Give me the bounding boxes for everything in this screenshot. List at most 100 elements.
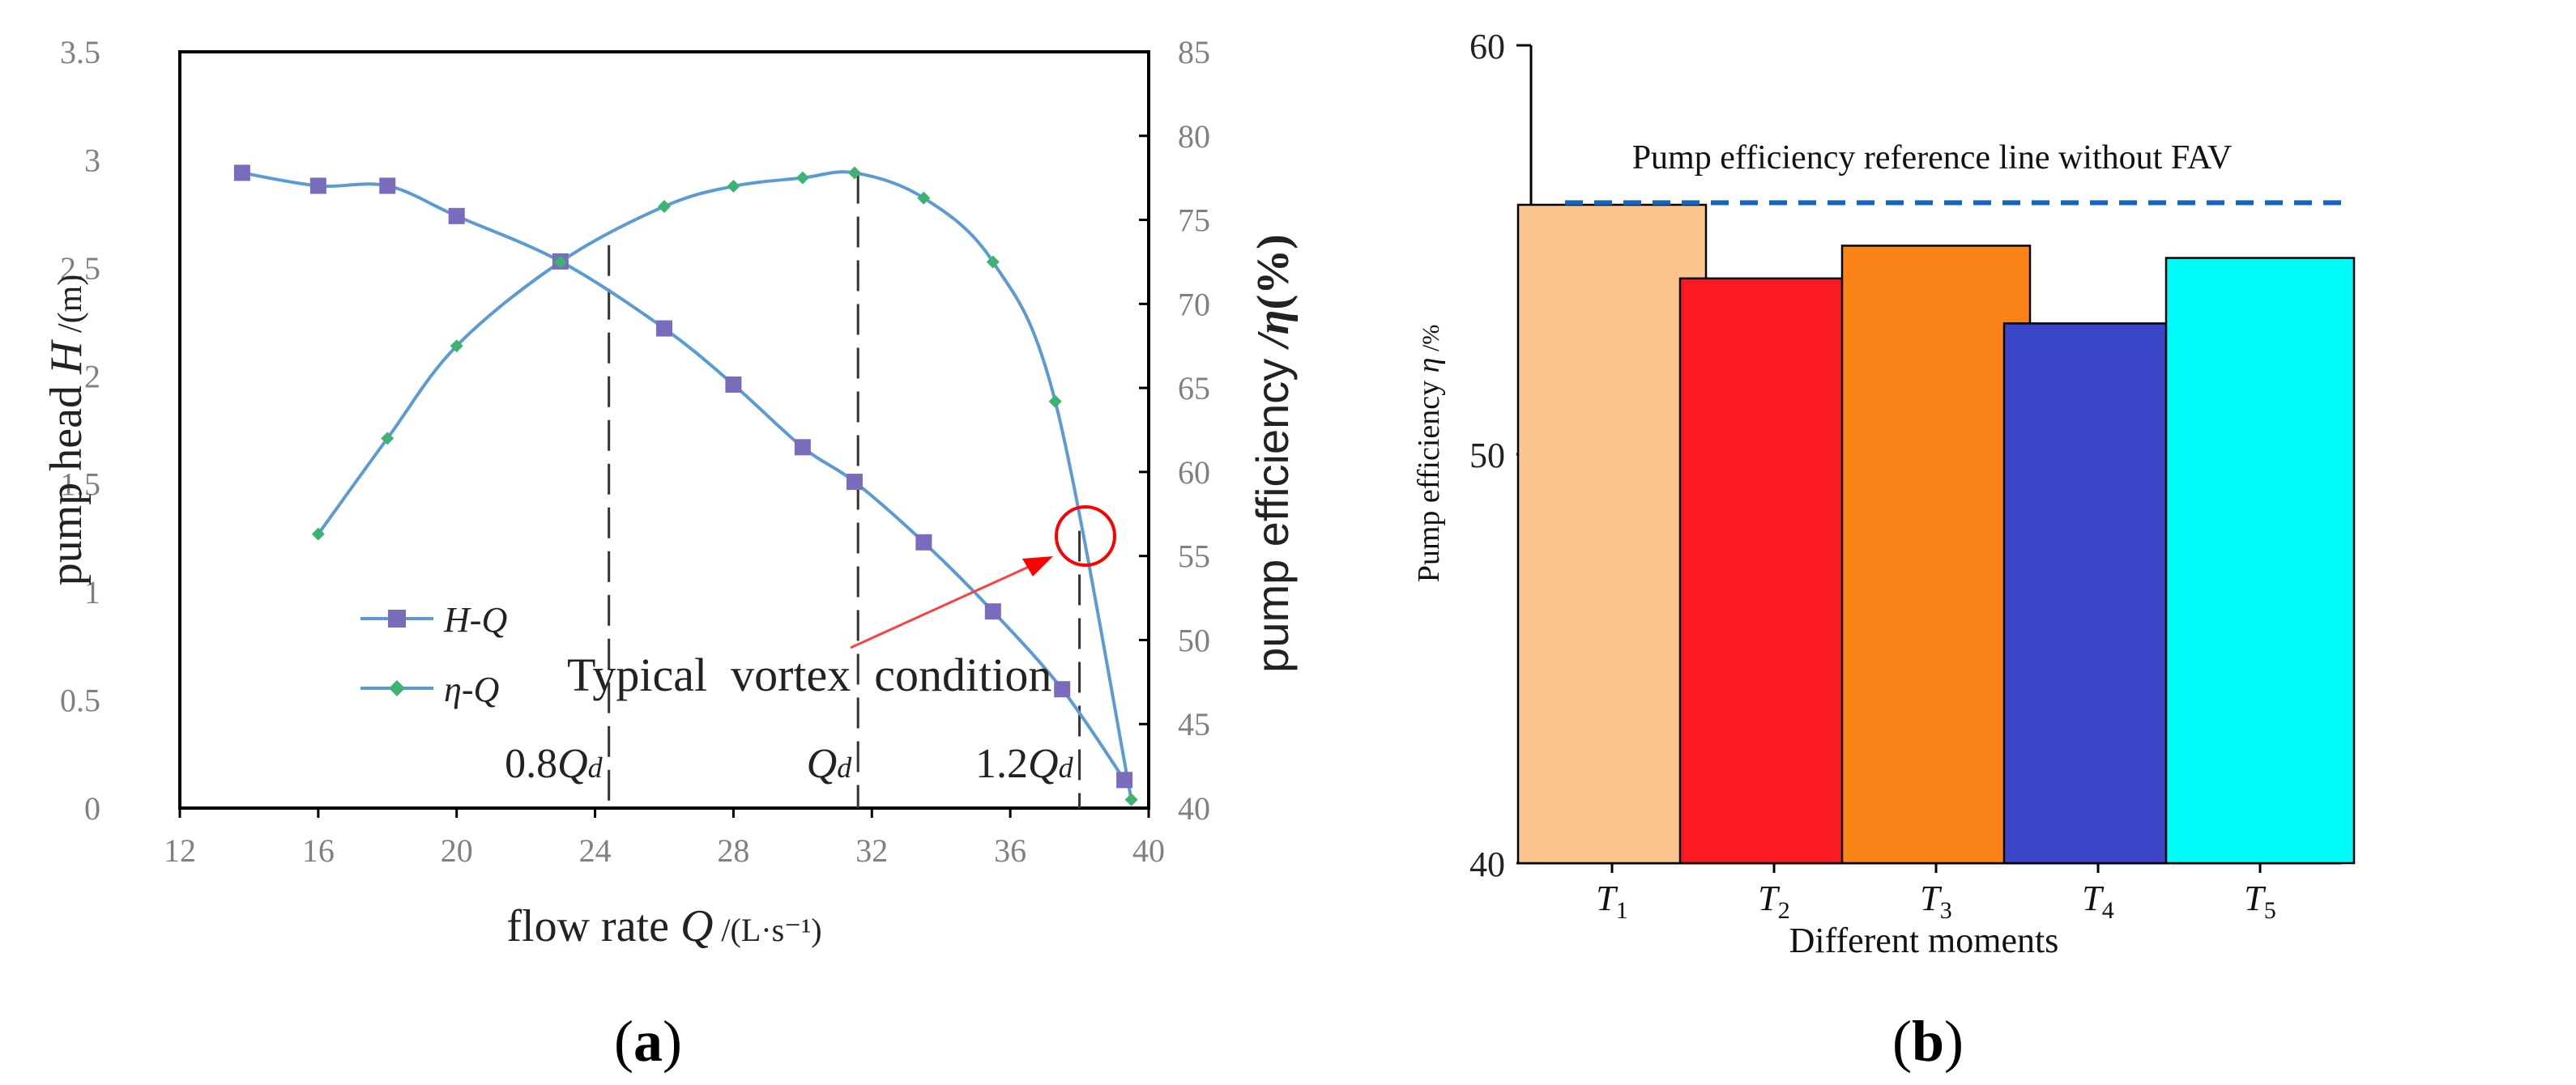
a-y-left-tick-label: 1.5 (60, 466, 100, 503)
annotation-arrow-shaft (850, 565, 1030, 649)
hq-data-point (1054, 681, 1071, 698)
b-y-tick-label: 60 (1469, 27, 1505, 66)
hq-data-point (794, 439, 811, 456)
panel-a-letter: a (633, 1009, 663, 1074)
a-y-right-tick-label: 40 (1178, 790, 1210, 827)
a-y-left-tick-label: 0 (84, 790, 100, 827)
a-x-tick-label: 28 (717, 832, 749, 869)
legend-eq-sub: Q (473, 670, 499, 709)
a-reference-label: 0.8Qd (505, 741, 603, 787)
a-y-left-tick-label: 3 (84, 142, 100, 178)
annotation-arrow-head (1022, 556, 1053, 577)
panel-b-y-axis-title: Pump efficiency η /% (1412, 325, 1446, 583)
y-left-title-unit: /(m) (52, 274, 89, 342)
eta-q-data-point (1124, 793, 1138, 806)
hq-data-point (656, 320, 672, 337)
eta-q-data-point (727, 180, 740, 194)
panel-a-y-right-ticks: 40 45 50 55 60 65 70 75 80 85 (1139, 34, 1210, 827)
a-x-tick-label: 24 (579, 832, 612, 869)
a-x-tick-label: 36 (994, 832, 1026, 869)
panel-b-x-ticks: T1 T2 T3 T4 T5 (1596, 863, 2276, 924)
a-x-tick-label: 16 (302, 832, 335, 869)
panel-a-line-chart: 12 16 20 24 28 32 36 40 0 0.5 1 1.5 2 2.5 3 3.5 40 45 50… (41, 34, 1299, 1074)
b-y-title-unit: /% (1418, 325, 1444, 358)
panel-b-x-axis-title: Different moments (1789, 921, 2059, 960)
b-x-tick-label: T2 (1758, 879, 1789, 924)
panel-a-annotation: Typical vortex condition (567, 505, 1116, 701)
panel-b-bar-chart: 40 50 60 T1 T2 T3 T4 T5 Pump efficiency refere… (1412, 27, 2356, 1074)
legend-hq-marker (388, 610, 406, 628)
eta-q-data-point (917, 191, 931, 205)
panel-b-y-ticks: 40 50 60 (1469, 27, 1531, 884)
b-x-tick-label: T5 (2244, 879, 2275, 924)
panel-b-reference-label: Pump efficiency reference line without F… (1632, 139, 2233, 177)
a-y-right-tick-label: 55 (1178, 538, 1210, 575)
a-reference-label: Qd (807, 741, 853, 787)
eta-q-data-point (553, 255, 567, 269)
eta-q-data-point (795, 171, 809, 185)
legend-eq-main: η (444, 670, 462, 709)
hq-data-point (448, 207, 465, 224)
hq-data-point (233, 164, 250, 181)
eta-q-data-point (1048, 394, 1062, 408)
eta-q-series-line (317, 170, 1133, 800)
b-y-title-text: Pump efficiency (1412, 381, 1446, 582)
x-title-text: flow rate (506, 901, 669, 951)
a-y-right-tick-label: 70 (1178, 286, 1210, 322)
a-x-tick-label: 12 (164, 832, 196, 869)
b-x-tick-label: T3 (1920, 879, 1951, 924)
a-y-right-tick-label: 80 (1178, 118, 1210, 155)
a-y-left-tick-label: 1 (84, 574, 100, 611)
legend-hq-sub: Q (481, 600, 507, 640)
panel-a-y-right-title: pump efficiency /η(%) (1247, 234, 1299, 673)
bar-T1 (1516, 203, 1708, 865)
y-right-title-text: pump efficiency (1247, 359, 1298, 673)
b-y-title-symbol: η (1412, 358, 1446, 373)
hq-data-point (725, 376, 742, 393)
panel-b-bars (1516, 203, 2356, 865)
eta-q-data-point (311, 527, 325, 541)
a-y-right-tick-label: 65 (1178, 370, 1210, 406)
legend-eq-marker (389, 680, 405, 696)
hq-data-point (379, 177, 396, 194)
eta-q-data-point (847, 166, 861, 180)
bar-T3 (1840, 245, 2032, 865)
a-y-right-tick-label: 60 (1178, 454, 1210, 491)
b-x-tick-label: T4 (2082, 879, 2113, 924)
y-left-title-symbol: H (41, 339, 92, 375)
panel-a-y-left-ticks: 0 0.5 1 1.5 2 2.5 3 3.5 (60, 34, 100, 827)
b-y-tick-label: 50 (1469, 436, 1505, 475)
a-x-tick-label: 32 (855, 832, 888, 869)
a-y-left-tick-label: 2 (84, 358, 100, 394)
hq-data-point (309, 177, 326, 194)
annotation-text: Typical vortex condition (567, 649, 1051, 701)
hq-data-point (1116, 772, 1133, 789)
a-y-left-tick-label: 0.5 (60, 683, 100, 719)
bar-T5 (2164, 257, 2356, 865)
hq-data-point (915, 534, 932, 551)
a-reference-label: 1.2Qd (975, 741, 1074, 787)
a-y-right-tick-label: 50 (1178, 622, 1210, 658)
eta-q-data-point (381, 432, 395, 445)
y-right-title-unit: (%) (1248, 234, 1299, 309)
panel-a-y-left-title: pump head H /(m) (41, 274, 92, 586)
panel-a-label: (a) (614, 1009, 682, 1074)
eta-q-data-point (986, 255, 1000, 269)
b-y-tick-label: 40 (1469, 845, 1505, 884)
b-x-tick-label: T1 (1596, 879, 1627, 924)
bar-T2 (1678, 277, 1870, 865)
a-x-tick-label: 40 (1132, 832, 1165, 869)
legend-hq-label: H-Q (443, 600, 507, 640)
bar-T4 (2002, 322, 2194, 865)
a-y-left-tick-label: 2.5 (60, 250, 100, 287)
panel-a-reference-labels: 0.8Qd Qd 1.2Qd (505, 741, 1073, 787)
panel-a-x-axis-title: flow rate Q /(L·s⁻¹) (506, 901, 821, 951)
y-left-title-text: pump head (41, 385, 92, 585)
a-y-right-tick-label: 45 (1178, 706, 1210, 742)
x-title-unit: /(L·s⁻¹) (713, 912, 821, 948)
eta-q-data-point (450, 339, 463, 353)
hq-data-point (846, 474, 863, 491)
legend-hq-main: H (443, 600, 471, 640)
panel-a-markers (233, 164, 1138, 806)
